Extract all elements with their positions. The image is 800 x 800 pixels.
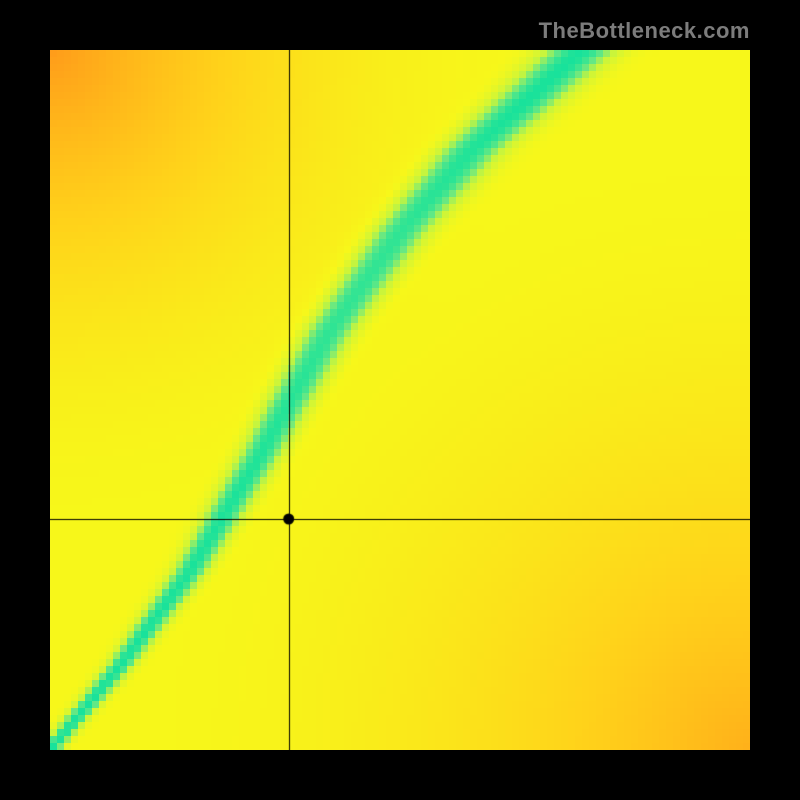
crosshair-overlay	[50, 50, 750, 750]
heatmap-plot	[50, 50, 750, 750]
watermark-text: TheBottleneck.com	[539, 18, 750, 44]
outer-frame: TheBottleneck.com	[0, 0, 800, 800]
